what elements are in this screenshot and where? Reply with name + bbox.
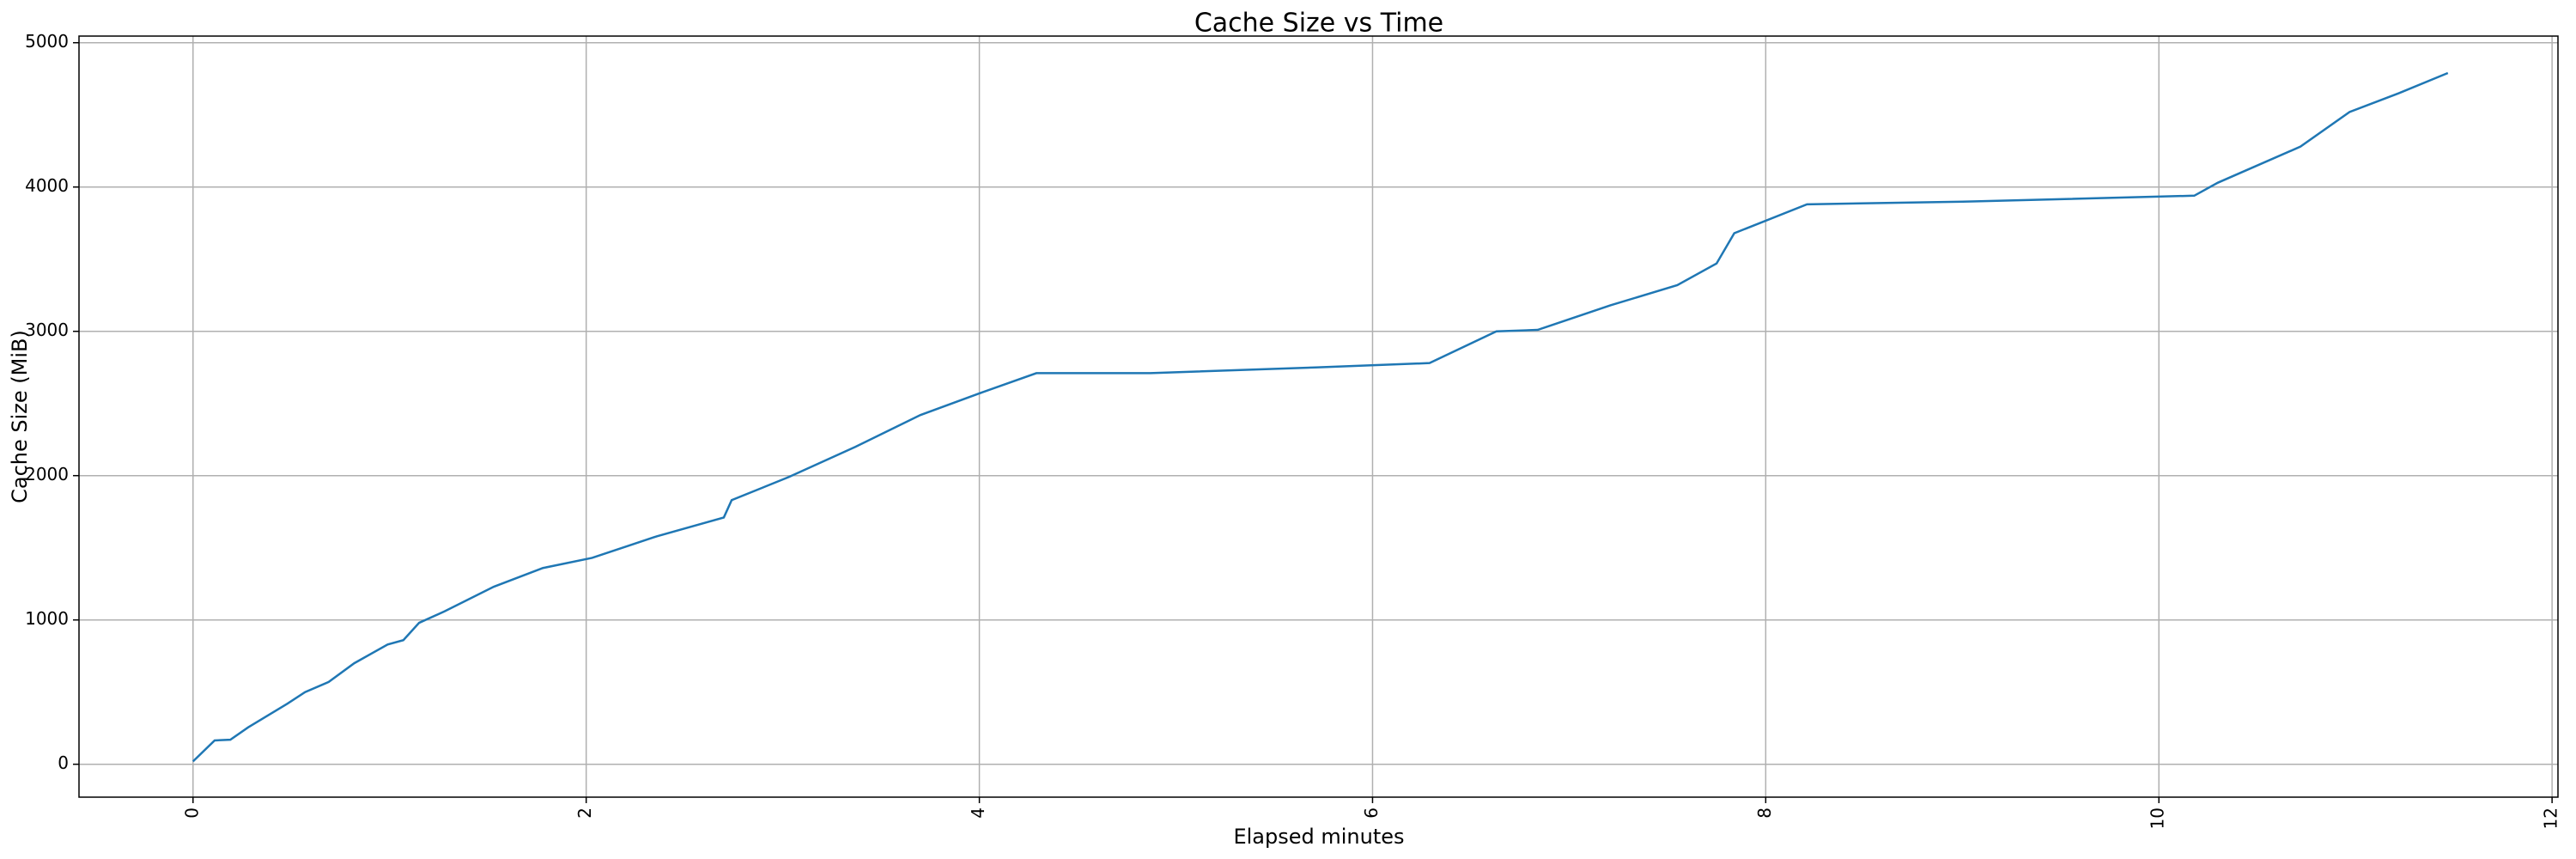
x-tick-label: 2 [574, 807, 595, 819]
x-tick-label: 4 [968, 807, 988, 819]
y-tick-label: 2000 [25, 464, 69, 484]
x-tick-label: 8 [1754, 807, 1775, 819]
x-tick-label: 10 [2148, 807, 2168, 829]
y-tick-label: 0 [58, 752, 69, 773]
y-tick-label: 5000 [25, 31, 69, 52]
y-tick-label: 3000 [25, 320, 69, 340]
x-tick-label: 12 [2541, 807, 2561, 829]
x-tick-label: 6 [1361, 807, 1382, 819]
y-axis-label: Cache Size (MiB) [8, 330, 32, 503]
data-line [191, 71, 2449, 763]
x-tick-label: 0 [181, 807, 202, 819]
y-tick-label: 1000 [25, 608, 69, 629]
x-axis-label: Elapsed minutes [1233, 825, 1404, 849]
chart-title: Cache Size vs Time [1194, 9, 1443, 39]
y-tick-label: 4000 [25, 175, 69, 196]
plot-frame [78, 35, 2559, 798]
